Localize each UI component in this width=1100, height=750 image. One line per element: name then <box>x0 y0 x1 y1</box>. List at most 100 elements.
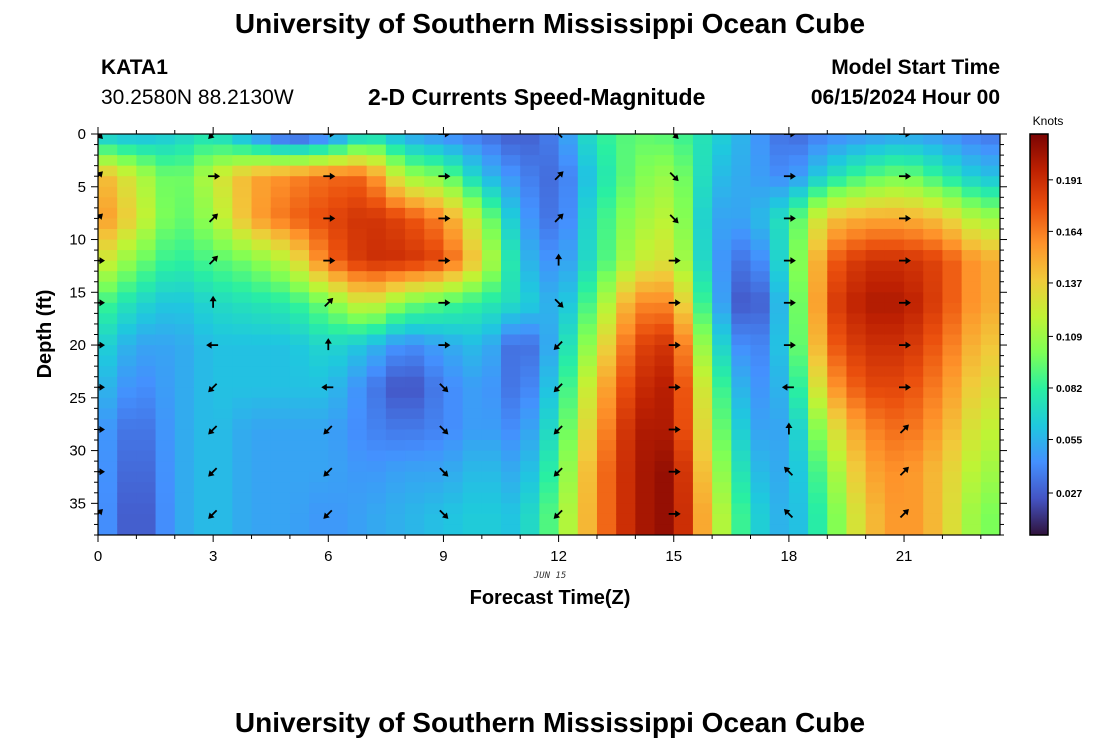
heatmap-cell <box>884 482 905 494</box>
heatmap-cell <box>654 176 675 188</box>
heatmap-cell <box>654 334 675 346</box>
heatmap-cell <box>942 271 963 283</box>
heatmap-cell <box>808 302 828 314</box>
heatmap-cell <box>424 429 445 441</box>
heatmap-cell <box>980 397 1000 409</box>
heatmap-cell <box>827 492 848 504</box>
heatmap-cell <box>539 376 560 388</box>
heatmap-cell <box>577 429 598 441</box>
heatmap-cell <box>98 366 118 378</box>
heatmap-cell <box>654 440 675 452</box>
heatmap-cell <box>788 197 809 209</box>
heatmap-cell <box>136 323 157 336</box>
heatmap-cell <box>289 323 310 336</box>
heatmap-cell <box>309 134 329 146</box>
heatmap-cell <box>366 513 387 526</box>
heatmap-cell <box>136 302 157 314</box>
heatmap-cell <box>673 387 694 399</box>
heatmap-cell <box>539 155 560 167</box>
heatmap-cell <box>270 524 291 535</box>
heatmap-cell <box>616 186 636 198</box>
current-arrow <box>439 467 449 477</box>
heatmap-cell <box>232 471 253 483</box>
heatmap-cell <box>136 461 157 473</box>
heatmap-cell <box>155 165 176 177</box>
heatmap-cell <box>980 165 1000 177</box>
heatmap-cell <box>385 440 406 452</box>
heatmap-cell <box>251 387 272 399</box>
heatmap-cell <box>309 408 329 420</box>
heatmap-cell <box>788 450 809 462</box>
heatmap-cell <box>347 313 368 325</box>
heatmap-cell <box>904 323 924 336</box>
current-arrow <box>668 383 681 391</box>
heatmap-cell <box>558 218 579 230</box>
current-arrow <box>438 341 451 349</box>
heatmap-cell <box>174 524 195 535</box>
heatmap-cell <box>289 281 310 293</box>
heatmap-cell <box>923 471 944 483</box>
heatmap-cell <box>846 144 867 156</box>
heatmap-cell <box>750 366 771 378</box>
heatmap-cell <box>808 239 828 251</box>
heatmap-cell <box>923 271 944 283</box>
heatmap-cell <box>174 366 195 378</box>
heatmap-cell <box>616 408 636 420</box>
heatmap-cell <box>731 376 752 388</box>
heatmap-cell <box>750 503 771 515</box>
heatmap-cell <box>788 418 809 431</box>
heatmap-cell <box>923 292 944 304</box>
heatmap-cell <box>827 186 848 198</box>
heatmap-cell <box>270 155 291 167</box>
heatmap-cell <box>788 155 809 167</box>
heatmap-cell <box>731 271 752 283</box>
heatmap-cell <box>808 323 828 336</box>
heatmap-cell <box>117 271 137 283</box>
heatmap-cell <box>769 250 790 262</box>
heatmap-cell <box>270 366 291 378</box>
heatmap-cell <box>193 239 214 251</box>
heatmap-cell <box>481 207 502 220</box>
heatmap-cell <box>788 376 809 388</box>
heatmap-cell <box>827 207 848 220</box>
heatmap-cell <box>558 239 579 251</box>
heatmap-cell <box>788 281 809 293</box>
heatmap-cell <box>462 387 483 399</box>
heatmap-cell <box>539 323 560 336</box>
heatmap-cell <box>155 418 176 431</box>
heatmap-cell <box>692 281 713 293</box>
heatmap-cell <box>750 440 771 452</box>
heatmap-cell <box>443 155 464 167</box>
heatmap-cell <box>827 450 848 462</box>
heatmap-cell <box>769 165 790 177</box>
heatmap-cell <box>788 334 809 346</box>
heatmap-cell <box>481 260 502 272</box>
heatmap-cell <box>692 323 713 336</box>
heatmap-cell <box>692 228 713 241</box>
heatmap-cell <box>309 387 329 399</box>
heatmap-cell <box>232 461 253 473</box>
heatmap-cell <box>712 334 732 346</box>
heatmap-cell <box>309 239 329 251</box>
heatmap-cell <box>731 207 752 220</box>
heatmap-cell <box>174 176 195 188</box>
heatmap-cell <box>174 186 195 198</box>
heatmap-cell <box>846 271 867 283</box>
current-arrow <box>553 425 563 435</box>
heatmap-cell <box>769 207 790 220</box>
heatmap-cell <box>366 176 387 188</box>
heatmap-cell <box>193 397 214 409</box>
heatmap-cell <box>385 313 406 325</box>
heatmap-cell <box>424 492 445 504</box>
heatmap-cell <box>788 134 809 146</box>
heatmap-cell <box>865 228 886 241</box>
heatmap-cell <box>673 144 694 156</box>
heatmap-cell <box>193 292 214 304</box>
heatmap-cell <box>443 355 464 367</box>
heatmap-cell <box>424 165 445 177</box>
heatmap-cell <box>289 397 310 409</box>
heatmap-cell <box>289 134 310 146</box>
heatmap-cell <box>808 397 828 409</box>
current-arrows <box>98 134 911 519</box>
heatmap-cell <box>270 376 291 388</box>
